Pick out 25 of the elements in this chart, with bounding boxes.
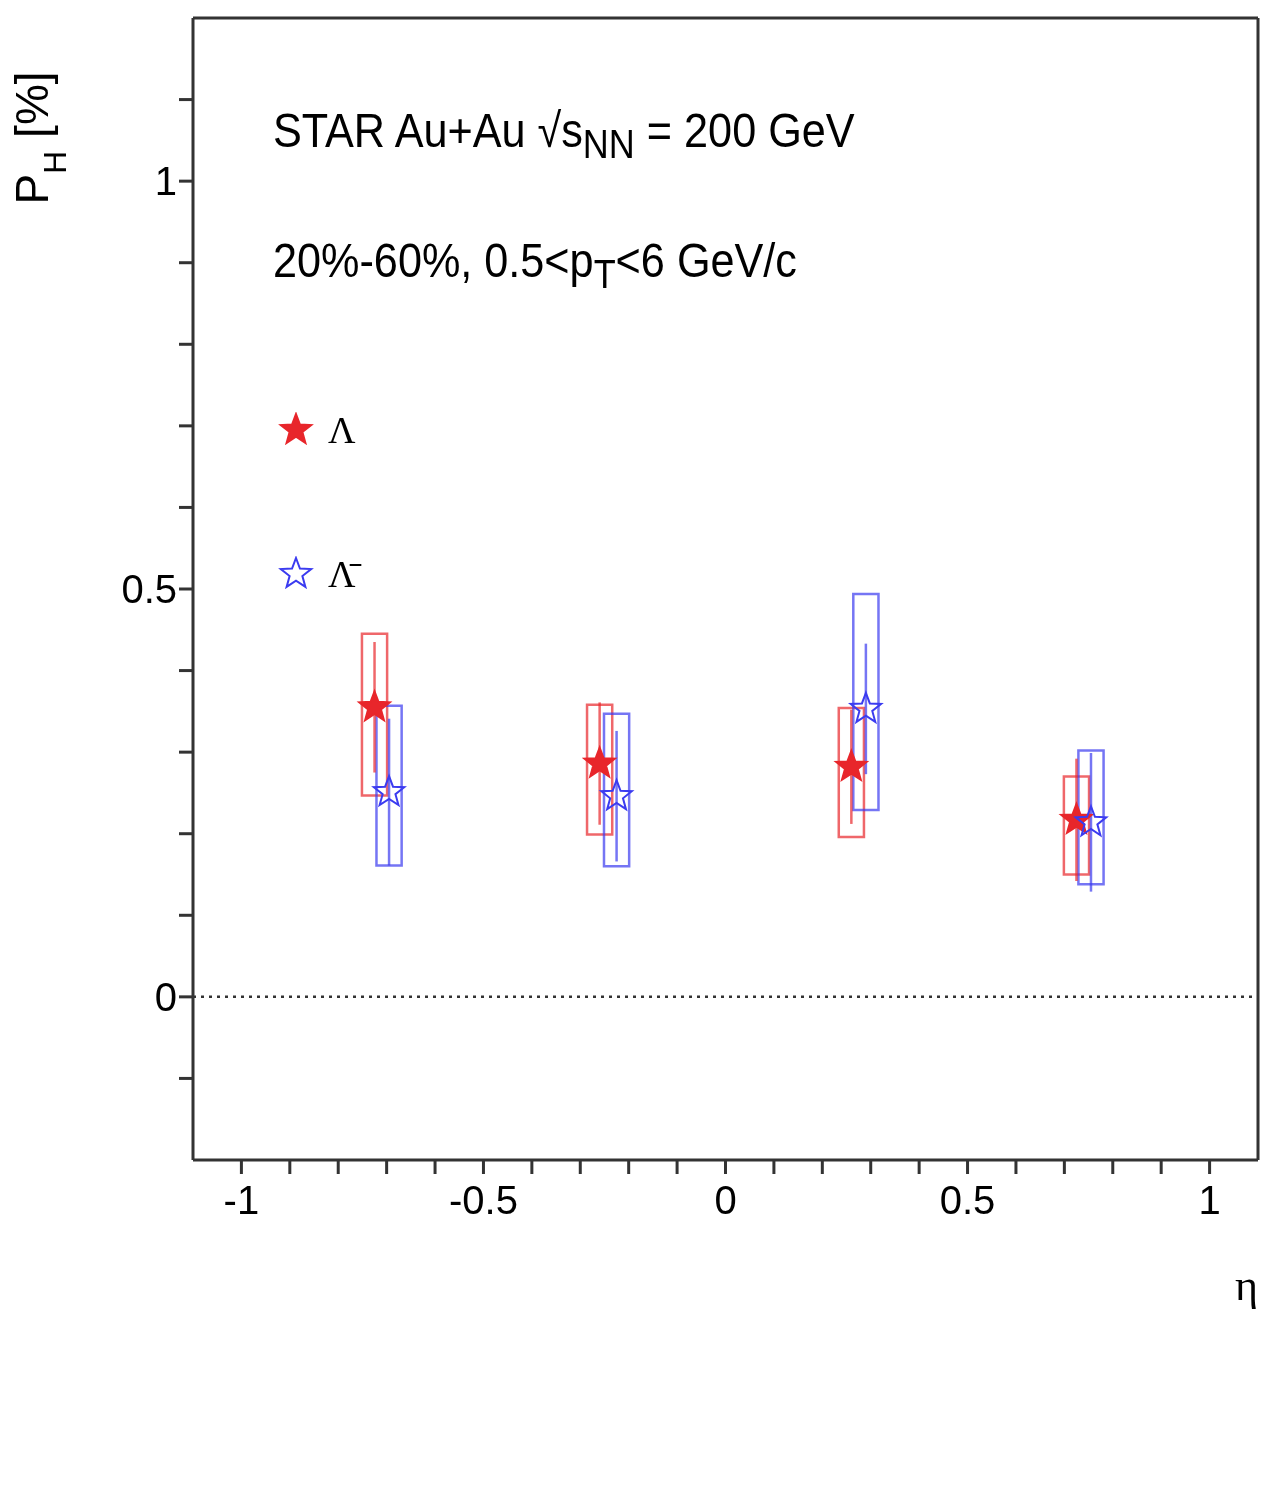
bar xyxy=(375,704,403,867)
point xyxy=(583,746,616,778)
bar xyxy=(585,703,614,836)
x-tick-label: 0 xyxy=(714,1178,737,1223)
point xyxy=(600,779,633,811)
legend-label: Λ xyxy=(328,408,356,452)
annotation: STAR Au+Au √s$_{NN}$ = 200 GeV xyxy=(273,103,855,167)
bar xyxy=(852,592,880,812)
x-tick-label: -1 xyxy=(223,1178,260,1223)
point xyxy=(358,690,391,722)
bar xyxy=(602,712,631,868)
bar xyxy=(837,706,866,839)
point xyxy=(372,775,406,807)
x-axis-title: η xyxy=(1234,1261,1258,1310)
x-tick-label: -0.5 xyxy=(448,1178,518,1223)
point xyxy=(849,691,883,723)
annotation: 20%-60%, 0.5<p$_{T}$<6 GeV/c xyxy=(273,233,797,297)
point xyxy=(1074,805,1108,837)
y-tick-label: 0.5 xyxy=(121,567,177,612)
x-tick-label: 1 xyxy=(1198,1178,1221,1223)
x-tick-label: 0.5 xyxy=(939,1178,996,1223)
y-tick-label: 1 xyxy=(154,159,177,204)
y-tick-label: 0 xyxy=(154,975,177,1020)
bar xyxy=(360,632,389,797)
point xyxy=(835,749,868,781)
